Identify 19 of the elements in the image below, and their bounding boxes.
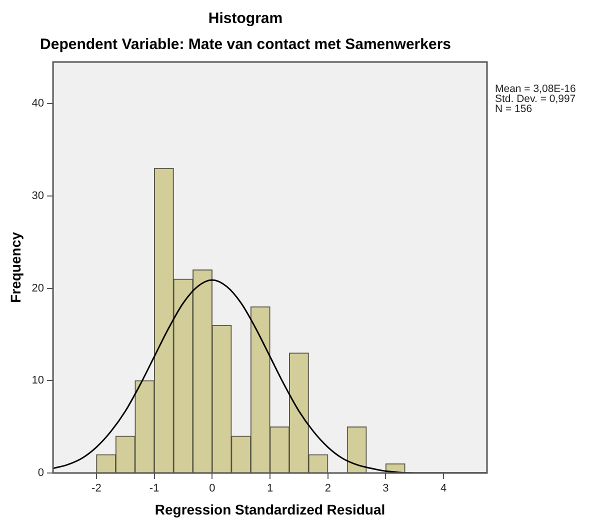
text: Mean = 3,08E-16 bbox=[495, 83, 576, 96]
chart-title: Histogram bbox=[208, 10, 283, 28]
y-tick-label: 0 bbox=[38, 467, 44, 480]
x-tick-label: 1 bbox=[266, 482, 274, 495]
x-tick-label: 4 bbox=[440, 482, 447, 495]
x-tick-label: 2 bbox=[324, 482, 331, 495]
y-tick-label: 40 bbox=[32, 98, 44, 110]
x-tick-label: -2 bbox=[92, 482, 102, 495]
x-tick-label: 3 bbox=[382, 482, 389, 495]
text: N = 156 bbox=[495, 103, 532, 116]
chart-subtitle: Dependent Variable: Mate van contact met Samenwerkers bbox=[40, 36, 451, 54]
x-axis-title: Regression Standardized Residual bbox=[154, 501, 386, 518]
x-tick-label: -1 bbox=[149, 482, 160, 495]
y-tick-label: 10 bbox=[32, 374, 44, 387]
x-tick-label: 0 bbox=[209, 482, 216, 495]
y-tick-label: 30 bbox=[32, 190, 44, 202]
text: Std. Dev. = 0,997 bbox=[495, 93, 576, 106]
y-axis-title: Frequency bbox=[7, 232, 24, 303]
y-tick-label: 20 bbox=[32, 282, 44, 294]
